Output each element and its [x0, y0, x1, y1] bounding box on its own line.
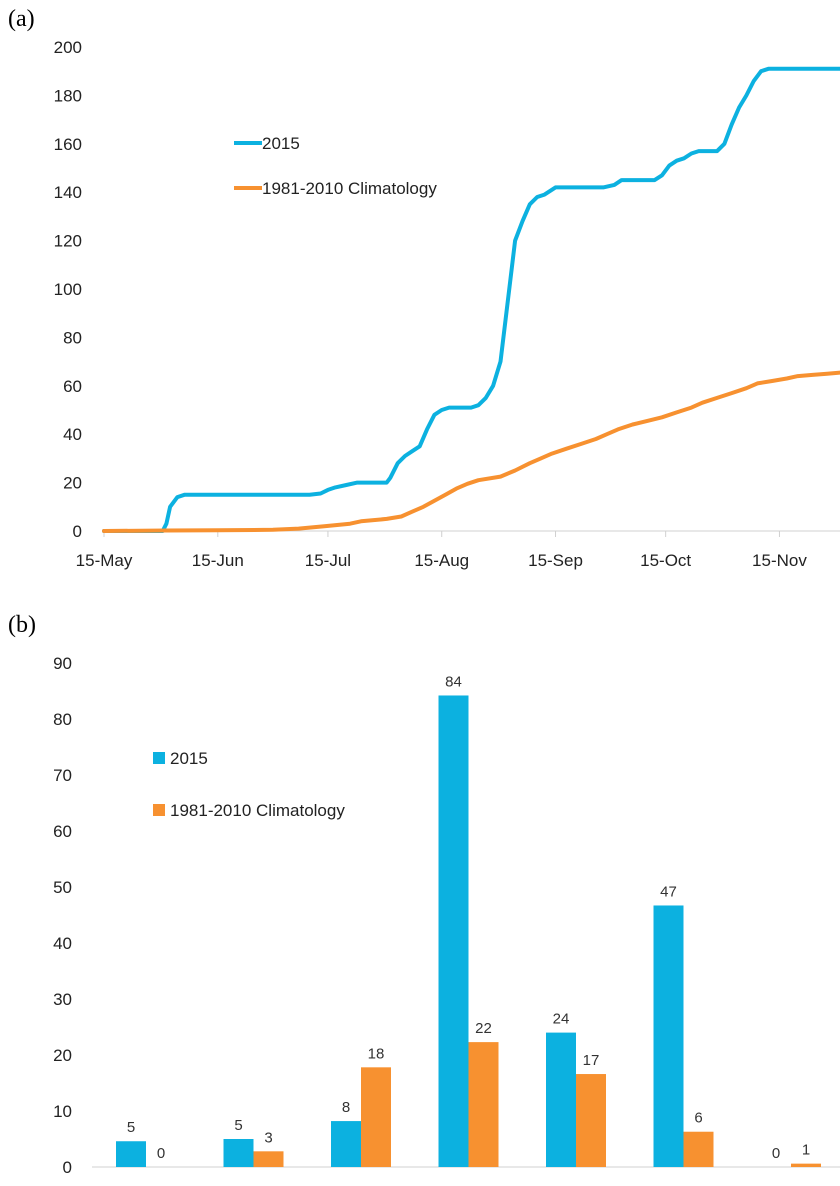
y-tick-label: 80 [63, 328, 82, 347]
y-tick-label: 40 [63, 425, 82, 444]
y-tick-label: 60 [53, 822, 72, 841]
bar-chart-monthly: 0102030405060708090MayJuneJulyAugustSept… [53, 654, 840, 1177]
bar-climatology [576, 1074, 606, 1167]
data-label: 17 [583, 1052, 600, 1069]
data-label: 84 [445, 673, 462, 690]
series-line-0 [102, 66, 840, 533]
y-tick-label: 200 [54, 38, 82, 57]
data-label: 47 [660, 883, 677, 900]
y-tick-label: 0 [63, 1158, 72, 1177]
data-label: 5 [127, 1119, 135, 1136]
y-tick-label: 70 [53, 766, 72, 785]
y-tick-label: 60 [63, 377, 82, 396]
data-label: 24 [553, 1011, 570, 1028]
bar-2015 [438, 695, 469, 1167]
data-label: 0 [157, 1145, 165, 1162]
bar-climatology [468, 1042, 499, 1167]
bar-2015 [331, 1121, 361, 1167]
x-tick-label: 15-Aug [414, 551, 469, 570]
data-label: 8 [342, 1099, 350, 1116]
x-tick-label: 15-May [76, 551, 133, 570]
y-tick-label: 50 [53, 878, 72, 897]
x-tick-label: 15-Jun [192, 551, 244, 570]
x-tick-label: 15-Jul [305, 551, 351, 570]
panel-b-label: (b) [8, 612, 36, 638]
y-tick-label: 90 [53, 654, 72, 673]
data-label: 1 [802, 1142, 810, 1159]
x-tick-label: 15-Nov [752, 551, 807, 570]
y-tick-label: 80 [53, 710, 72, 729]
y-tick-label: 0 [73, 522, 82, 541]
data-label: 5 [234, 1117, 242, 1134]
y-tick-label: 100 [54, 280, 82, 299]
data-label: 6 [694, 1110, 702, 1127]
legend-entry-1: 1981-2010 Climatology [262, 179, 437, 198]
x-tick-label: 15-Oct [640, 551, 691, 570]
legend-swatch-1 [153, 804, 165, 816]
data-label: 22 [475, 1020, 492, 1037]
y-tick-label: 20 [63, 474, 82, 493]
bar-climatology [683, 1131, 714, 1167]
legend-swatch-0 [153, 752, 165, 764]
bar-climatology [253, 1151, 284, 1167]
y-tick-label: 160 [54, 135, 82, 154]
data-label: 3 [264, 1129, 272, 1146]
y-tick-label: 30 [53, 990, 72, 1009]
legend-entry-0: 2015 [170, 749, 208, 768]
y-tick-label: 140 [54, 183, 82, 202]
bar-2015 [116, 1141, 146, 1167]
y-tick-label: 20 [53, 1046, 72, 1065]
y-tick-label: 10 [53, 1102, 72, 1121]
bar-climatology [361, 1067, 391, 1167]
series-line-1 [102, 370, 840, 533]
y-tick-label: 40 [53, 934, 72, 953]
data-label: 18 [368, 1045, 385, 1062]
line-chart-cumulative: 0 20 40 60 80 100 120 140 160 180 200 15-May 15-Jun 1… [54, 38, 840, 570]
legend-entry-0: 2015 [262, 134, 300, 153]
legend-entry-1: 1981-2010 Climatology [170, 801, 345, 820]
bar-2015 [546, 1032, 576, 1167]
bar-climatology [791, 1163, 821, 1167]
data-label: 0 [772, 1145, 780, 1162]
y-tick-label: 180 [54, 86, 82, 105]
x-tick-label: 15-Sep [528, 551, 583, 570]
panel-a-label: (a) [8, 6, 35, 32]
bar-2015 [223, 1139, 254, 1167]
y-tick-label: 120 [54, 232, 82, 251]
bar-2015 [653, 905, 684, 1167]
